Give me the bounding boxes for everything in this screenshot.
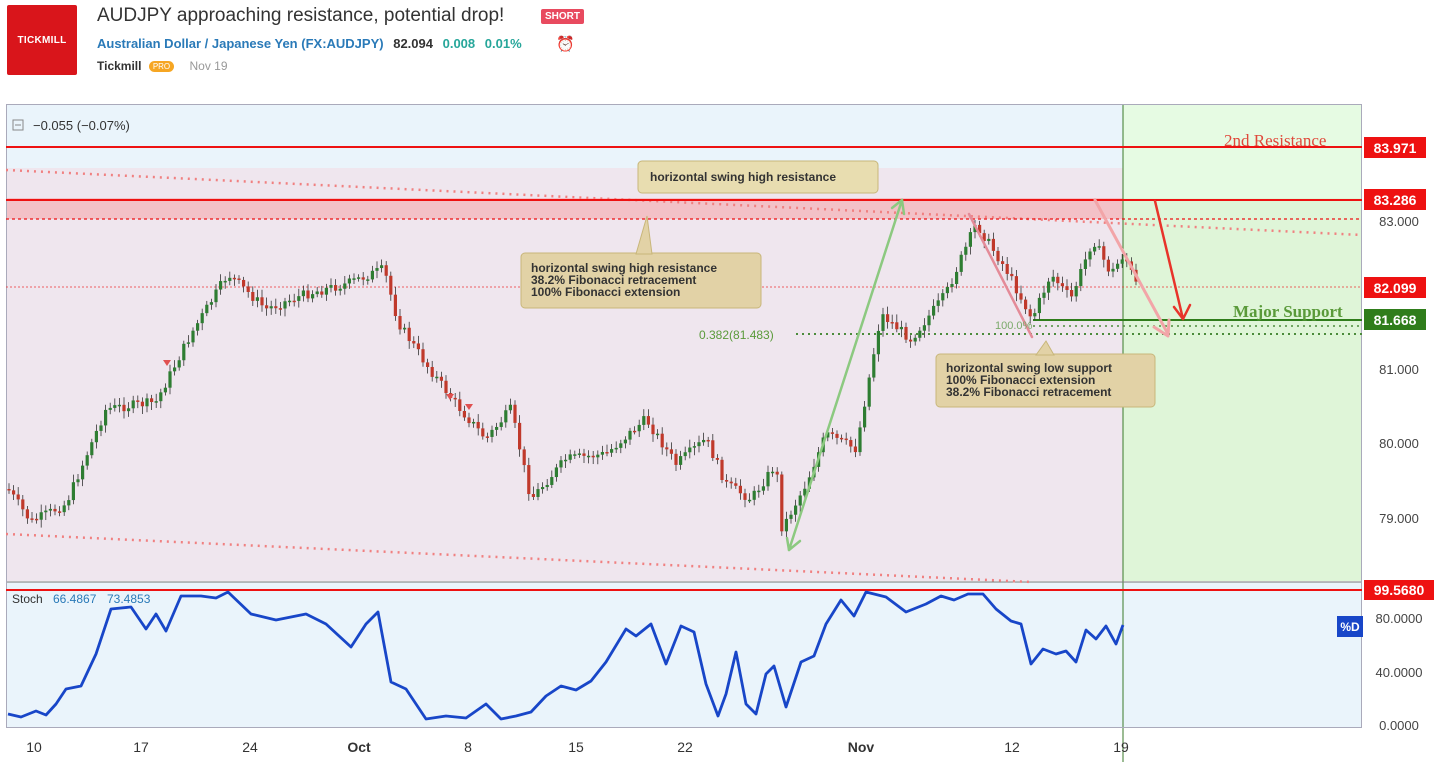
box1-text: horizontal swing high resistance (650, 170, 836, 184)
time-axis-ticks: 10 17 24 Oct 8 15 22 Nov 12 19 (26, 739, 1129, 755)
pd-badge (1337, 616, 1363, 637)
collapse-icon[interactable] (12, 119, 24, 131)
author-line: Tickmill PRO Nov 19 (97, 59, 228, 73)
x-tick-oct: Oct (347, 739, 371, 755)
forecast-red-arrow-head (1172, 303, 1192, 321)
stoch-tick-0: 0.0000 (1379, 718, 1419, 733)
box2-line3: 100% Fibonacci extension (531, 285, 680, 299)
stoch-pane (6, 582, 1362, 728)
sell-marker-2 (446, 394, 454, 400)
upswing-arrow (787, 198, 904, 552)
x-tick-17: 17 (133, 739, 149, 755)
major-support-label: Major Support (1233, 302, 1343, 321)
idea-title: AUDJPY approaching resistance, potential… (97, 5, 505, 26)
second-resistance-price-box (1364, 137, 1426, 158)
sell-marker-1 (163, 360, 171, 366)
pro-badge: PRO (148, 61, 175, 73)
time-axis (6, 728, 1362, 762)
tick-83: 83.000 (1379, 214, 1419, 229)
channel-lower-line (6, 532, 1032, 584)
annotation-box-top[interactable]: horizontal swing high resistance (637, 160, 879, 194)
symbol-code[interactable]: (FX:AUDJPY) (301, 36, 384, 51)
stoch-value-2: 73.4853 (107, 592, 151, 606)
tickmill-logo[interactable]: TICKMILL (7, 5, 77, 75)
channel-shade (6, 168, 1362, 581)
last-price: 82.099 (1374, 280, 1417, 296)
symbol-change-pct: 0.01% (484, 36, 522, 51)
support-price: 81.668 (1374, 312, 1417, 328)
last-price-box (1364, 277, 1426, 298)
forecast-zone-top (1123, 104, 1362, 198)
sell-marker-3 (465, 404, 473, 410)
tick-79: 79.000 (1379, 511, 1419, 526)
forecast-pink-arrow (1093, 198, 1170, 336)
x-tick-15: 15 (568, 739, 584, 755)
tick-80: 80.000 (1379, 436, 1419, 451)
stoch-level-value: 99.5680 (1374, 582, 1425, 598)
x-tick-8: 8 (464, 739, 472, 755)
downswing-arrow (967, 212, 1034, 339)
annotation-box-bottom[interactable]: horizontal swing low support 100% Fibona… (935, 340, 1156, 408)
x-tick-12: 12 (1004, 739, 1020, 755)
x-tick-22: 22 (677, 739, 693, 755)
second-resistance-price: 83.971 (1374, 140, 1417, 156)
box3-line1: horizontal swing low support (946, 361, 1112, 375)
stoch-tick-40: 40.0000 (1376, 665, 1423, 680)
tick-81: 81.000 (1379, 362, 1419, 377)
stoch-level-box (1364, 580, 1434, 600)
resistance-zone (6, 198, 1362, 219)
forecast-pink-arrow-head (1152, 318, 1171, 338)
box3-line2: 100% Fibonacci extension (946, 373, 1095, 387)
stoch-d-line (7, 590, 1125, 721)
stoch-label: Stoch (12, 592, 43, 606)
box3-line3: 38.2% Fibonacci retracement (946, 385, 1111, 399)
upswing-arrow-head-low (785, 536, 802, 552)
x-tick-nov: Nov (848, 739, 875, 755)
pd-label: %D (1340, 620, 1360, 634)
resistance-price: 83.286 (1374, 192, 1417, 208)
logo-text: TICKMILL (17, 34, 67, 46)
stoch-tick-80: 80.0000 (1376, 611, 1423, 626)
support-price-box (1364, 309, 1426, 330)
x-tick-19: 19 (1113, 739, 1129, 755)
author-name[interactable]: Tickmill (97, 59, 142, 73)
x-tick-10: 10 (26, 739, 42, 755)
x-tick-24: 24 (242, 739, 258, 755)
short-badge: SHORT (541, 9, 584, 24)
alarm-clock-icon[interactable]: ⏰ (556, 36, 575, 53)
second-resistance-label: 2nd Resistance (1224, 131, 1326, 150)
stoch-value-1: 66.4867 (53, 592, 97, 606)
legend-change: −0.055 (−0.07%) (33, 118, 130, 133)
box2-line2: 38.2% Fibonacci retracement (531, 273, 696, 287)
annotation-box-middle[interactable]: horizontal swing high resistance 38.2% F… (520, 215, 762, 309)
symbol-price: 82.094 (393, 36, 433, 51)
upswing-arrow-head-high (890, 198, 906, 216)
chart-border (6, 104, 1362, 728)
price-chart[interactable]: horizontal swing high resistance horizon… (6, 104, 1437, 762)
symbol-line: Australian Dollar / Japanese Yen (FX:AUD… (97, 36, 522, 51)
fib-100-label: 100.0% (995, 320, 1033, 332)
symbol-change: 0.008 (442, 36, 476, 51)
box2-line1: horizontal swing high resistance (531, 261, 717, 275)
symbol-name[interactable]: Australian Dollar / Japanese Yen (97, 36, 298, 51)
resistance-price-box (1364, 189, 1426, 210)
forecast-red-arrow (1153, 199, 1185, 321)
candlesticks (7, 219, 1138, 540)
price-axis (1362, 104, 1437, 762)
fib-382-label: 0.382(81.483) (699, 328, 774, 342)
publish-date: Nov 19 (189, 59, 228, 73)
